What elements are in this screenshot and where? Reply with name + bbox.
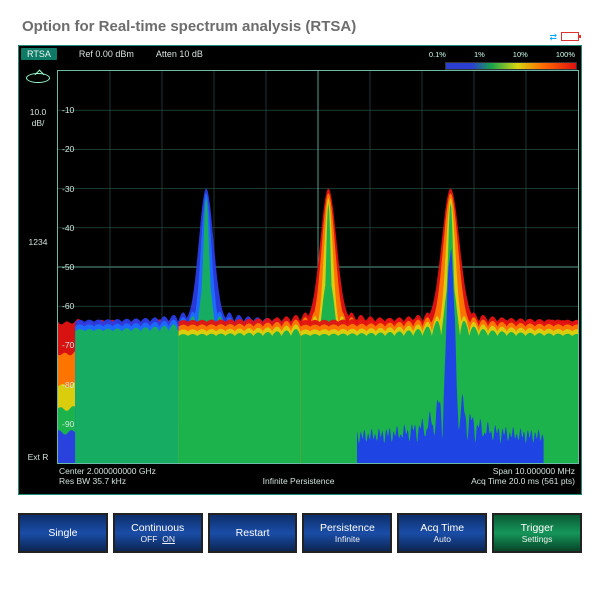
span: Span 10.000000 MHz [493,466,575,476]
legend-stop: 100% [556,50,575,59]
y-tick: -40 [62,223,74,233]
legend-stop: 10% [513,50,528,59]
status-icons: ⇄ [549,32,579,43]
acqtime-button[interactable]: Acq TimeAuto [397,513,487,553]
marker-label: 1234 [29,237,48,247]
y-tick: -10 [62,105,74,115]
continuous-button[interactable]: ContinuousOFF ON [113,513,203,553]
view-icon [26,73,50,83]
y-tick: -80 [62,380,74,390]
mode-pill: RTSA [21,48,57,60]
page-title: Option for Real-time spectrum analysis (… [0,0,600,45]
instrument-screen: ⇄ RTSA Ref 0.00 dBm Atten 10 dB 0.1% 1% … [18,45,582,495]
center-freq: Center 2.000000000 GHz [59,466,156,476]
y-tick: -20 [62,144,74,154]
readout-footer: Center 2.000000000 GHz Span 10.000000 MH… [19,464,581,486]
persistence-label: Infinite Persistence [126,476,471,486]
y-tick: -50 [62,262,74,272]
legend-stop: 0.1% [429,50,446,59]
remote-icon: ⇄ [549,32,557,43]
restart-button[interactable]: Restart [208,513,298,553]
y-tick: -60 [62,301,74,311]
y-tick: -30 [62,184,74,194]
single-button[interactable]: Single [18,513,108,553]
density-legend: 0.1% 1% 10% 100% [429,50,581,59]
topbar: RTSA Ref 0.00 dBm Atten 10 dB 0.1% 1% 10… [19,46,581,62]
legend-stop: 1% [474,50,485,59]
ext-ref: Ext R [28,452,49,462]
rbw: Res BW 35.7 kHz [59,476,126,486]
attenuation: Atten 10 dB [156,49,203,59]
legend-bar [445,62,577,70]
battery-icon [561,32,579,41]
acq-time: Acq Time 20.0 ms (561 pts) [471,476,575,486]
trigger-button[interactable]: TriggerSettings [492,513,582,553]
spectrum-plot[interactable]: -10 -20 -30 -40 -50 -60 -70 -80 -90 [57,70,579,464]
persistence-button[interactable]: PersistenceInfinite [302,513,392,553]
y-scale: 10.0dB/ [30,107,47,129]
ref-level: Ref 0.00 dBm [79,49,134,59]
y-tick: -70 [62,340,74,350]
softkey-row: Single ContinuousOFF ON Restart Persiste… [18,513,582,553]
side-panel: 10.0dB/ 1234 Ext R [19,70,57,464]
y-tick: -90 [62,419,74,429]
